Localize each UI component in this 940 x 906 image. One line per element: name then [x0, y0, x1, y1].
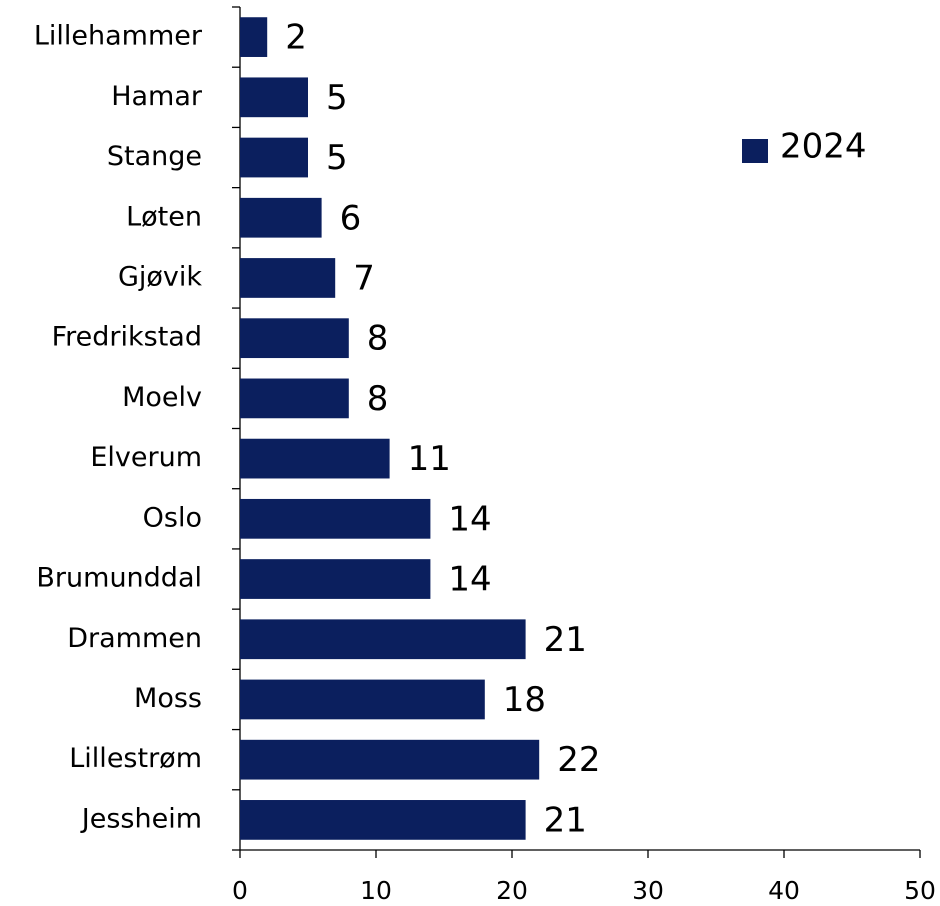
y-tick-label: Stange	[107, 141, 202, 172]
x-tick-label: 50	[904, 876, 936, 905]
bar	[240, 258, 336, 298]
y-tick-label: Jessheim	[80, 803, 202, 834]
bar	[240, 619, 526, 660]
bar	[240, 800, 526, 840]
value-label: 21	[544, 800, 587, 840]
legend-label: 2024	[780, 127, 867, 167]
y-tick-label: Lillestrøm	[69, 743, 202, 774]
bar	[240, 438, 390, 479]
y-tick-label: Fredrikstad	[52, 322, 202, 353]
x-tick-label: 30	[632, 876, 664, 905]
y-tick-label: Oslo	[143, 502, 202, 533]
bar	[240, 739, 540, 780]
value-label: 2	[285, 18, 307, 58]
bar	[240, 197, 322, 238]
y-tick-label: Elverum	[90, 442, 202, 473]
y-tick-label: Løten	[126, 201, 202, 232]
value-label: 22	[557, 740, 600, 780]
bar	[240, 77, 308, 118]
value-label: 5	[326, 78, 348, 118]
value-label: 11	[408, 439, 451, 479]
bar	[240, 679, 485, 720]
y-tick-label: Lillehammer	[34, 21, 203, 52]
value-label: 21	[544, 620, 587, 660]
value-label: 8	[367, 319, 389, 359]
value-label: 8	[367, 379, 389, 419]
value-label: 6	[340, 198, 362, 238]
value-label: 5	[326, 138, 348, 178]
bar	[240, 137, 308, 178]
y-tick-label: Gjøvik	[118, 261, 202, 292]
value-label: 14	[448, 499, 491, 539]
bar	[240, 559, 431, 599]
y-tick-label: Drammen	[67, 623, 202, 654]
y-tick-label: Hamar	[111, 81, 203, 112]
legend-swatch	[742, 139, 768, 163]
value-label: 18	[503, 680, 546, 720]
bar	[240, 318, 349, 359]
bar	[240, 378, 349, 419]
x-tick-label: 40	[768, 876, 800, 905]
value-label: 14	[448, 560, 491, 600]
bar	[240, 17, 268, 57]
y-tick-label: Moss	[134, 683, 202, 714]
y-tick-label: Moelv	[122, 382, 202, 413]
x-tick-label: 0	[232, 876, 248, 905]
x-tick-label: 20	[496, 876, 528, 905]
x-tick-label: 10	[360, 876, 392, 905]
y-tick-label: Brumunddal	[36, 563, 202, 594]
bar	[240, 498, 431, 539]
value-label: 7	[353, 258, 375, 298]
